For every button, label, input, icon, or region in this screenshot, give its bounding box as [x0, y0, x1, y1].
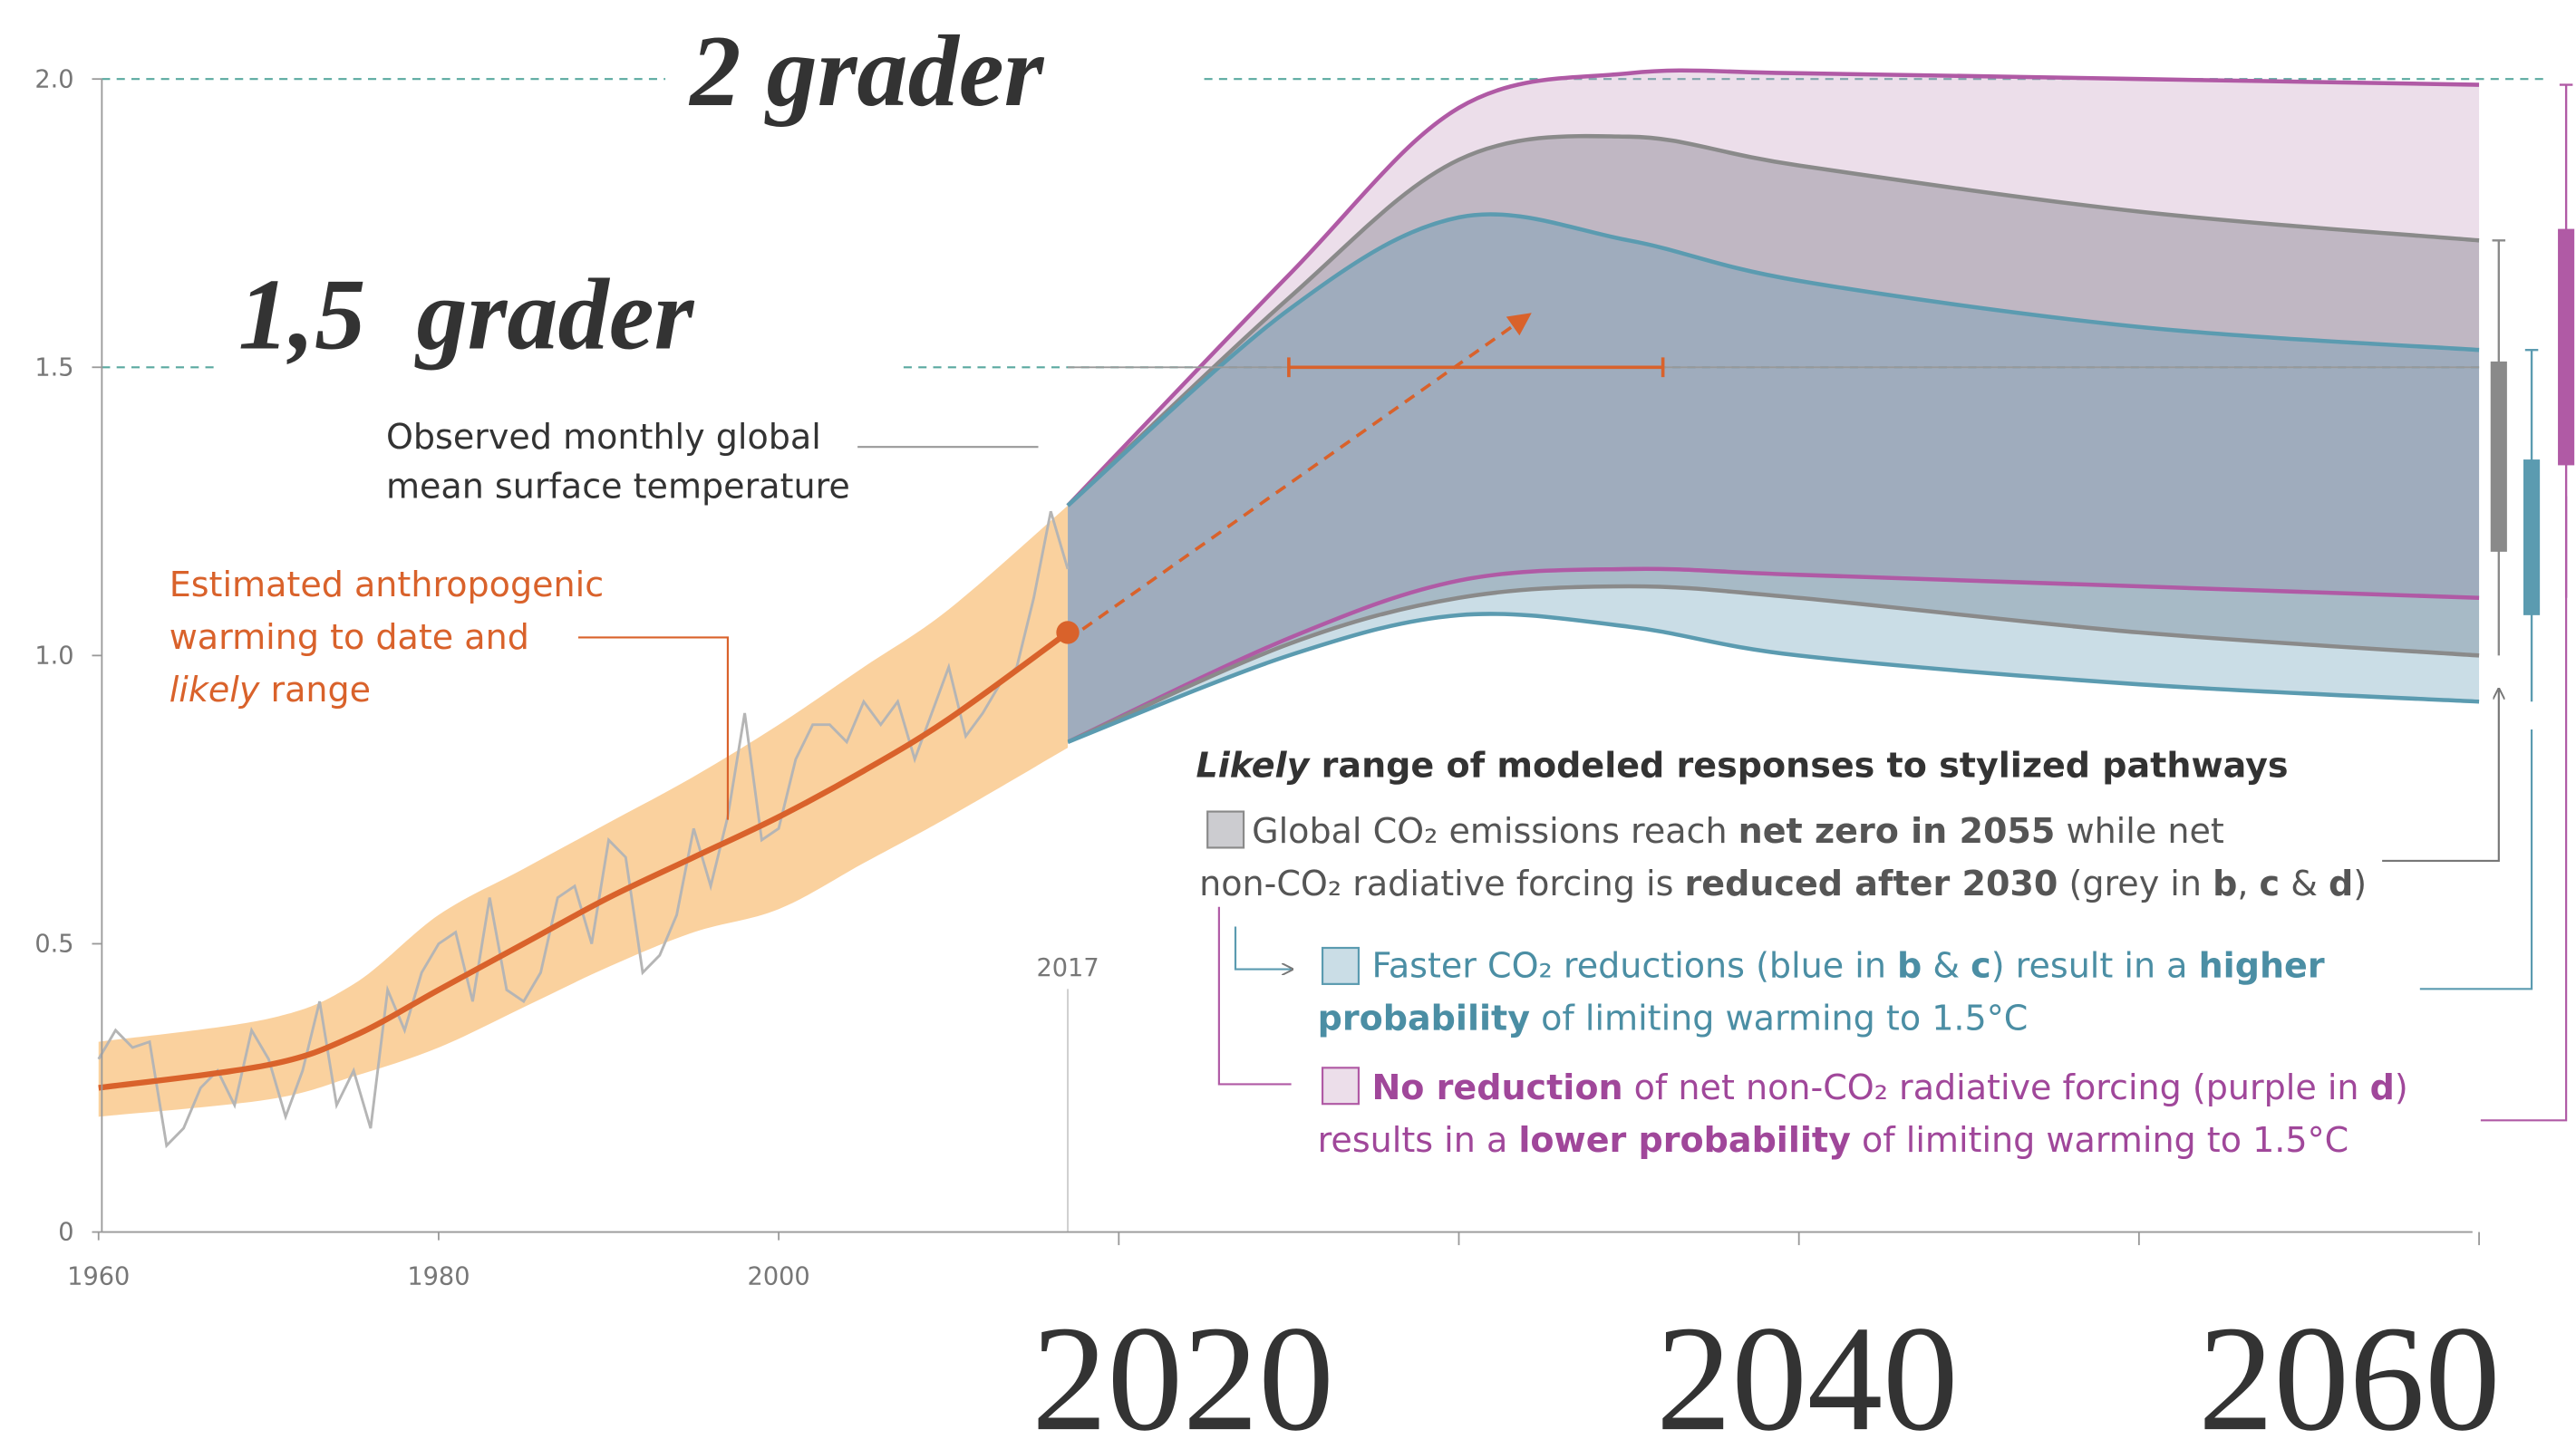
- label: non-CO₂ radiative forcing is reduced aft…: [1199, 864, 2367, 903]
- year-label: 2017: [1036, 954, 1099, 982]
- series-label: mean surface temperature: [386, 466, 850, 506]
- overlay-year: 2020: [1031, 1295, 1334, 1449]
- label-part: Faster CO₂ reductions (blue in: [1371, 946, 1897, 986]
- label-part: b: [1897, 946, 1922, 986]
- label-part: warming to date and: [169, 617, 529, 657]
- label-part: (grey in: [2058, 864, 2213, 903]
- label-part: Likely: [1196, 746, 1312, 786]
- connector: [1217, 906, 1292, 1086]
- connector: [2480, 496, 2568, 1122]
- label-part: c: [2260, 864, 2281, 903]
- label-part: ): [2353, 864, 2367, 903]
- likely-range: [98, 505, 1069, 1117]
- label-part: results in a: [1318, 1120, 1519, 1160]
- label: Global CO₂ emissions reach net zero in 2…: [1252, 811, 2224, 851]
- label-part: d: [2329, 864, 2353, 903]
- label: No reduction of net non-CO₂ radiative fo…: [1371, 1067, 2407, 1107]
- label-part: higher: [2199, 946, 2325, 986]
- connector: [1234, 926, 1292, 969]
- label: Likely range of modeled responses to sty…: [1196, 746, 2289, 786]
- label-part: c: [1971, 946, 1991, 986]
- label-part: non-CO₂ radiative forcing is: [1199, 864, 1684, 903]
- label-part: while net: [2055, 811, 2223, 851]
- label: warming to date and: [169, 617, 529, 657]
- label-part: range: [259, 670, 371, 710]
- annotation: 2 grader: [688, 15, 1044, 128]
- x-tick-label: 1980: [407, 1263, 470, 1291]
- connector: [2382, 690, 2499, 863]
- label-part: probability: [1318, 999, 1531, 1038]
- label: Estimated anthropogenic: [169, 565, 604, 604]
- label: likely range: [169, 670, 371, 710]
- label-part: No reduction: [1371, 1067, 1622, 1107]
- range-bar: [2558, 228, 2575, 466]
- label-part: b: [2213, 864, 2237, 903]
- label-part: lower probability: [1518, 1120, 1851, 1160]
- label: results in a lower probability of limiti…: [1318, 1120, 2349, 1160]
- label-part: range of modeled responses to stylized p…: [1309, 746, 2288, 786]
- label-part: net zero in 2055: [1738, 811, 2056, 851]
- y-tick-label: 2.0: [34, 65, 73, 93]
- y-tick-label: 0.5: [34, 931, 73, 959]
- plot-layer: [97, 68, 2575, 1232]
- label-part: &: [1922, 946, 1971, 986]
- connector: [2419, 729, 2533, 990]
- legend-swatch: [1321, 1067, 1361, 1106]
- anthropogenic-line: [98, 630, 1070, 1091]
- pathway-band: [1068, 70, 2480, 742]
- pathway-edge: [1066, 133, 2480, 507]
- pathway-edge: [1067, 612, 2480, 744]
- legend-swatch: [1206, 810, 1245, 849]
- range-bar: [2523, 459, 2541, 615]
- y-tick-label: 1.5: [34, 353, 73, 382]
- label-part: ): [2395, 1067, 2408, 1107]
- leader-line: [578, 636, 730, 820]
- label-part: &: [2280, 864, 2329, 903]
- label-part: d: [2370, 1067, 2395, 1107]
- label-part: of net non-CO₂ radiative forcing (purple…: [1623, 1067, 2370, 1107]
- label: probability of limiting warming to 1.5°C: [1318, 999, 2029, 1038]
- y-tick-label: 1.0: [34, 642, 73, 670]
- pathway-band: [1068, 214, 2480, 742]
- overlay-year: 2060: [2198, 1295, 2501, 1449]
- label-part: reduced after 2030: [1685, 864, 2058, 903]
- label-part: of limiting warming to 1.5°C: [1530, 999, 2028, 1038]
- pathway-edge: [1067, 566, 2480, 744]
- series-label: Observed monthly global: [386, 417, 821, 457]
- label: Faster CO₂ reductions (blue in b & c) re…: [1371, 946, 2324, 986]
- point: [1056, 621, 1080, 644]
- label-part: Global CO₂ emissions reach: [1252, 811, 1738, 851]
- y-tick-label: 0: [58, 1219, 73, 1247]
- label-part: Estimated anthropogenic: [169, 565, 604, 604]
- label-part: likely: [169, 670, 260, 710]
- overlay-year: 2040: [1656, 1295, 1959, 1449]
- annotation: 1,5 grader: [238, 258, 695, 371]
- x-tick-label: 1960: [67, 1263, 130, 1291]
- label-part: of limiting warming to 1.5°C: [1851, 1120, 2348, 1160]
- legend-swatch: [1321, 946, 1361, 985]
- pathway-edge: [1066, 212, 2480, 507]
- label-part: ,: [2237, 864, 2259, 903]
- text-layer: 2017 0 0.5 1.0 1.5 2.0 1960 1980 2000 2 grader 1,5…: [34, 15, 2500, 1449]
- label-part: ) result in a: [1991, 946, 2199, 986]
- arrow: [1081, 313, 1532, 631]
- pathway-edge: [1066, 68, 2480, 507]
- range-bar: [2490, 361, 2507, 552]
- pathway-edge: [1067, 584, 2480, 744]
- observed-line: [97, 510, 1070, 1149]
- x-tick-label: 2000: [748, 1263, 810, 1291]
